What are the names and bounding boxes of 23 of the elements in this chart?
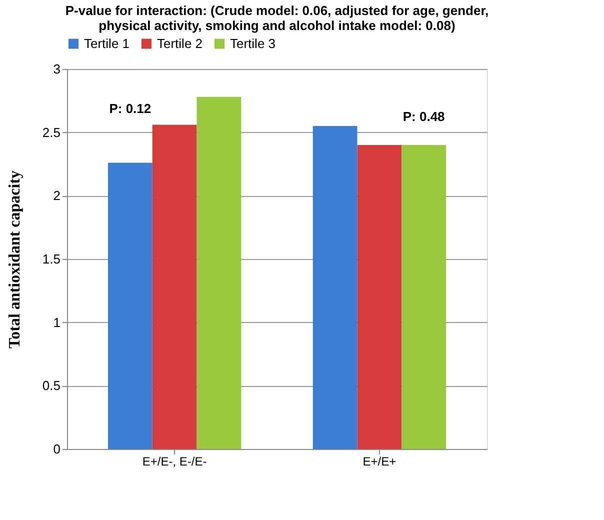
legend-label: Tertile 3 bbox=[230, 36, 276, 51]
y-tick-label: 1 bbox=[53, 314, 60, 330]
bar bbox=[312, 126, 358, 449]
text: physical activity, smoking and alcohol intake model: 0.08) bbox=[98, 18, 456, 33]
y-tick-label: 1.5 bbox=[42, 252, 60, 266]
x-tick-label: E+/E+ bbox=[362, 454, 396, 468]
bar bbox=[108, 162, 152, 449]
y-tick-label: 2 bbox=[53, 188, 60, 204]
y-tick-label: 3 bbox=[53, 62, 60, 76]
y-tick-label: 2.5 bbox=[42, 124, 60, 140]
bar bbox=[152, 124, 197, 449]
legend-label: Tertile 2 bbox=[157, 36, 203, 51]
legend-label: Tertile 1 bbox=[84, 36, 130, 51]
bar bbox=[196, 96, 242, 449]
y-tick-label: 0.5 bbox=[42, 378, 60, 394]
annotation: P: 0.12 bbox=[109, 101, 152, 116]
bar bbox=[357, 145, 402, 449]
annotation: P: 0.48 bbox=[402, 109, 445, 124]
y-tick-label: 0 bbox=[53, 442, 60, 456]
text: P-value for interaction: (Crude model: 0.06, adjusted for age, gender, bbox=[65, 3, 489, 18]
y-axis-title: Total antioxidant capacity bbox=[6, 170, 24, 349]
x-tick-label: E+/E-, E-/E- bbox=[142, 454, 207, 468]
bar bbox=[402, 145, 446, 449]
